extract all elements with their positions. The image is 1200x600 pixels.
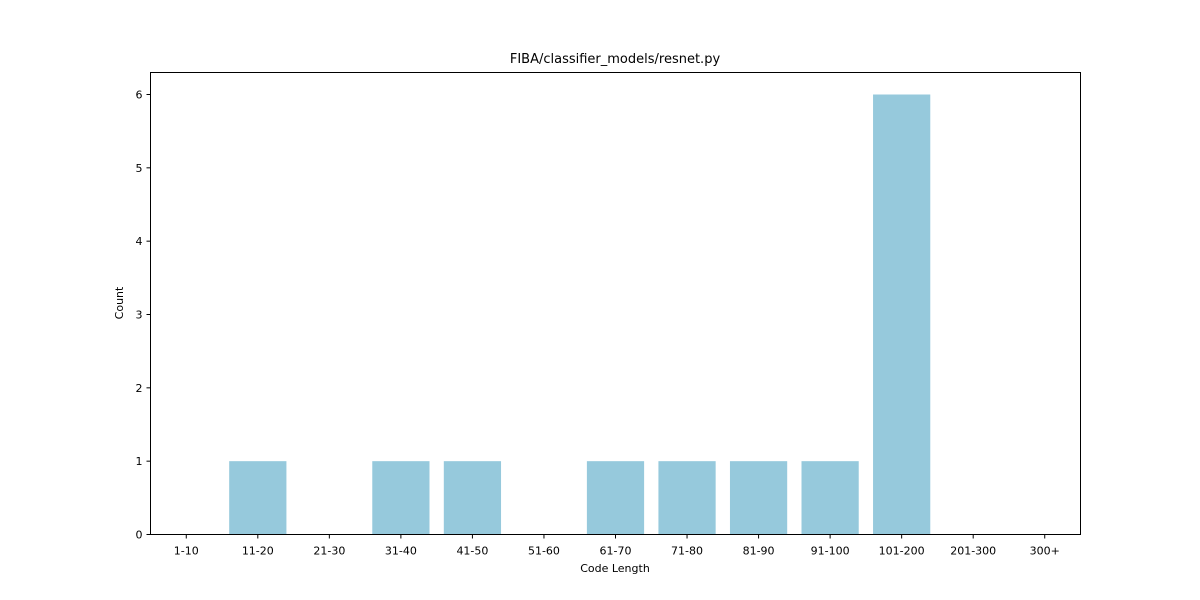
x-tick-label: 201-300 bbox=[950, 545, 996, 558]
x-tick-label: 300+ bbox=[1030, 545, 1060, 558]
x-tick-label: 91-100 bbox=[811, 545, 850, 558]
y-tick-label: 2 bbox=[136, 382, 143, 395]
bar-71-80 bbox=[658, 461, 716, 535]
bar-91-100 bbox=[801, 461, 859, 535]
bars-group bbox=[229, 94, 931, 535]
bar-41-50 bbox=[443, 461, 502, 535]
x-tick-label: 21-30 bbox=[313, 545, 345, 558]
x-tick-label: 41-50 bbox=[456, 545, 488, 558]
y-tick-label: 4 bbox=[136, 235, 143, 248]
bar-11-20 bbox=[229, 461, 287, 535]
y-tick-label: 5 bbox=[136, 162, 143, 175]
bar-101-200 bbox=[873, 94, 931, 535]
y-tick-label: 1 bbox=[136, 455, 143, 468]
y-axis-ticks: 0 1 2 3 4 5 6 bbox=[136, 89, 151, 542]
x-tick-label: 31-40 bbox=[385, 545, 417, 558]
y-tick-label: 6 bbox=[136, 89, 143, 102]
chart-title: FIBA/classifier_models/resnet.py bbox=[510, 52, 721, 67]
x-tick-label: 1-10 bbox=[174, 545, 199, 558]
x-tick-label: 101-200 bbox=[879, 545, 925, 558]
y-tick-label: 3 bbox=[136, 309, 143, 322]
x-axis-label: Code Length bbox=[580, 562, 650, 575]
x-tick-label: 61-70 bbox=[600, 545, 632, 558]
x-tick-label: 51-60 bbox=[528, 545, 560, 558]
x-tick-label: 81-90 bbox=[743, 545, 775, 558]
x-tick-label: 71-80 bbox=[671, 545, 703, 558]
y-axis-label: Count bbox=[113, 286, 126, 319]
bar-31-40 bbox=[372, 461, 430, 535]
y-tick-label: 0 bbox=[136, 529, 143, 542]
bar-81-90 bbox=[729, 461, 788, 535]
x-tick-label: 11-20 bbox=[242, 545, 274, 558]
x-axis-ticks: 1-10 11-20 21-30 31-40 41-50 51-60 61-70 71-80 8… bbox=[174, 534, 1060, 558]
bar-61-70 bbox=[586, 461, 645, 535]
